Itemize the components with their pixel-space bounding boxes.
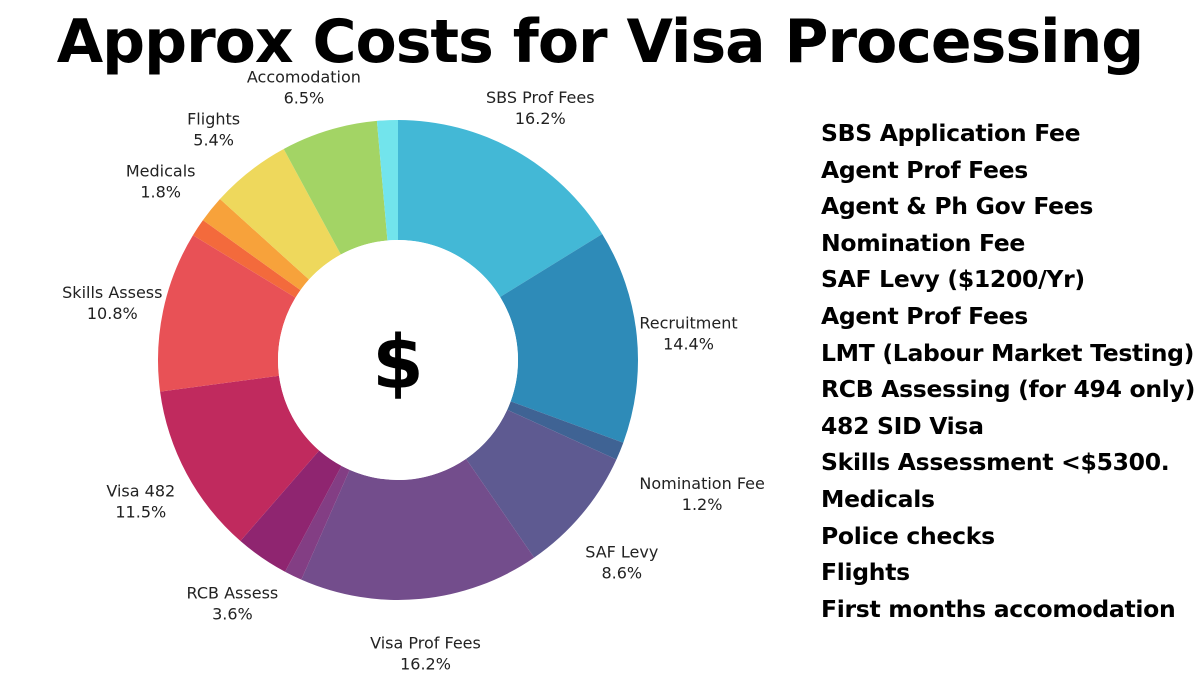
slice-percent: 1.8% xyxy=(140,183,181,202)
slice-percent: 14.4% xyxy=(663,335,714,354)
donut-slice xyxy=(160,375,320,542)
donut-slice xyxy=(158,235,296,392)
slice-percent: 10.8% xyxy=(87,304,138,323)
donut-slice xyxy=(192,220,301,298)
cost-list-item: Nomination Fee xyxy=(821,228,1026,257)
chart-title: Approx Costs for Visa Processing xyxy=(56,7,1145,77)
slice-percent: 6.5% xyxy=(284,88,325,107)
cost-list: SBS Application Fee Agent Prof Fees Agent … xyxy=(821,115,1196,627)
cost-list-item: Skills Assessment <$5300. xyxy=(821,448,1170,477)
slice-name: Visa 482 xyxy=(106,481,175,500)
cost-list-item: Flights xyxy=(821,558,910,587)
slice-label: Visa Prof Fees 16.2% xyxy=(370,634,481,674)
cost-list-item: Police checks xyxy=(821,521,995,550)
donut-slice xyxy=(202,199,309,291)
donut-slice xyxy=(507,401,624,460)
donut-slice xyxy=(301,458,535,600)
donut-slices xyxy=(158,120,638,600)
slice-label: Medicals 1.8% xyxy=(126,162,196,202)
slice-label: SBS Prof Fees 16.2% xyxy=(486,88,595,128)
slice-label: Nomination Fee 1.2% xyxy=(639,474,764,514)
donut-slice xyxy=(240,450,342,572)
slice-percent: 16.2% xyxy=(515,109,566,128)
donut-slice xyxy=(398,120,603,297)
slice-label: RCB Assess 3.6% xyxy=(187,584,279,624)
slice-percent: 3.6% xyxy=(212,605,253,624)
donut-slice xyxy=(283,120,388,255)
donut-hole xyxy=(278,240,518,480)
slice-name: Flights xyxy=(187,109,240,128)
slice-name: Recruitment xyxy=(639,314,737,333)
slice-labels: SBS Prof Fees 16.2% Recruitment 14.4% Nomina… xyxy=(62,67,765,673)
cost-list-item: LMT (Labour Market Testing) xyxy=(821,338,1195,367)
slice-percent: 1.2% xyxy=(682,495,723,514)
slice-name: Nomination Fee xyxy=(639,474,764,493)
slice-name: Skills Assess xyxy=(62,283,162,302)
cost-list-item: SBS Application Fee xyxy=(821,119,1081,147)
slice-name: Medicals xyxy=(126,162,196,181)
slice-percent: 8.6% xyxy=(601,564,642,583)
donut-slice xyxy=(500,233,638,443)
slice-percent: 16.2% xyxy=(400,655,451,674)
cost-list-item: Agent Prof Fees xyxy=(821,301,1028,330)
dollar-symbol: $ xyxy=(372,320,424,406)
slice-label: SAF Levy 8.6% xyxy=(585,543,658,583)
slice-name: Accomodation xyxy=(247,67,361,86)
donut-slice xyxy=(219,148,341,280)
donut-slice xyxy=(376,120,398,241)
slice-name: SAF Levy xyxy=(585,543,658,562)
cost-list-item: First months accomodation xyxy=(821,594,1176,623)
slice-label: Recruitment 14.4% xyxy=(639,314,737,354)
slice-name: SBS Prof Fees xyxy=(486,88,595,107)
slice-percent: 11.5% xyxy=(115,502,166,521)
donut-slice xyxy=(466,409,617,558)
cost-list-item: Agent & Ph Gov Fees xyxy=(821,192,1094,221)
slice-percent: 5.4% xyxy=(193,130,234,149)
slice-label: Flights 5.4% xyxy=(187,109,240,149)
cost-list-item: RCB Assessing (for 494 only) xyxy=(821,375,1196,404)
slice-name: RCB Assess xyxy=(187,584,279,603)
slice-label: Skills Assess 10.8% xyxy=(62,283,162,323)
cost-list-item: Agent Prof Fees xyxy=(821,155,1028,184)
donut-slice xyxy=(285,465,350,580)
cost-list-item: Medicals xyxy=(821,484,935,513)
cost-list-item: 482 SID Visa xyxy=(821,411,984,440)
slice-label: Accomodation 6.5% xyxy=(247,67,361,107)
cost-list-item: SAF Levy ($1200/Yr) xyxy=(821,265,1085,294)
slice-name: Visa Prof Fees xyxy=(370,634,481,653)
slice-label: Visa 482 11.5% xyxy=(106,481,175,521)
